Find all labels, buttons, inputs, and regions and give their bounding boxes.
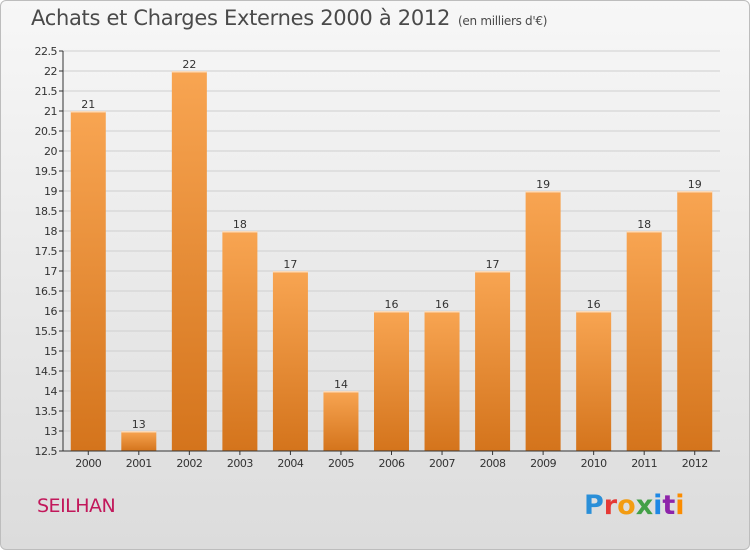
logo-letter: r — [603, 490, 618, 521]
data-label: 19 — [688, 178, 702, 191]
x-tick-label: 2004 — [277, 457, 303, 470]
bar-highlight — [576, 311, 612, 313]
logo-letter: P — [584, 490, 604, 521]
bar — [475, 271, 511, 451]
y-tick-label: 13 — [44, 425, 57, 438]
y-tick-label: 17 — [44, 265, 57, 278]
data-label: 16 — [587, 298, 601, 311]
bar-highlight — [677, 191, 713, 193]
x-tick-label: 2001 — [126, 457, 152, 470]
bar-highlight — [424, 311, 460, 313]
bar-highlight — [374, 311, 409, 313]
bar-highlight — [121, 431, 157, 433]
logo-letter: x — [635, 490, 654, 521]
x-tick-label: 2010 — [581, 457, 607, 470]
bar-highlight — [525, 191, 561, 193]
bar — [374, 311, 409, 451]
bar-highlight — [323, 391, 359, 393]
data-label: 17 — [283, 258, 297, 271]
logo-letter: i — [653, 490, 663, 521]
y-tick-label: 19.5 — [35, 165, 58, 178]
x-tick-label: 2006 — [379, 457, 405, 470]
x-tick-label: 2005 — [328, 457, 354, 470]
y-tick-label: 13.5 — [35, 405, 58, 418]
data-label: 17 — [486, 258, 500, 271]
y-tick-label: 12.5 — [35, 445, 58, 458]
title-text: Achats et Charges Externes 2000 à 2012 — [31, 6, 451, 30]
y-tick-label: 14.5 — [35, 365, 58, 378]
bar-highlight — [171, 71, 207, 73]
bar-highlight — [272, 271, 308, 273]
y-tick-label: 18 — [44, 225, 57, 238]
bar — [222, 231, 258, 451]
bar — [626, 231, 662, 451]
bar — [576, 311, 612, 451]
bar — [323, 391, 359, 451]
bar-highlight — [475, 271, 511, 273]
chart-subtitle: (en milliers d'€) — [458, 14, 548, 28]
axis-layer: 12.5 13 13.5 14 14.5 15 15.5 16 16.5 17 17.5 18 18.5… — [35, 45, 720, 470]
x-tick-label: 2000 — [75, 457, 101, 470]
bar-highlight — [222, 231, 258, 233]
y-tick-label: 16 — [44, 305, 57, 318]
data-label: 14 — [334, 378, 348, 391]
proxiti-logo: Proxiti — [584, 490, 685, 521]
x-tick-label: 2007 — [429, 457, 455, 470]
data-label: 18 — [637, 218, 651, 231]
logo-letter: t — [662, 490, 676, 521]
y-tick-label: 20.5 — [35, 125, 58, 138]
y-tick-label: 18.5 — [35, 205, 58, 218]
bar — [424, 311, 460, 451]
bar — [525, 191, 561, 451]
y-tick-label: 16.5 — [35, 285, 58, 298]
data-label: 16 — [385, 298, 399, 311]
data-label: 19 — [536, 178, 550, 191]
y-tick-label: 15.5 — [35, 325, 58, 338]
y-tick-label: 22.5 — [35, 45, 58, 58]
x-tick-label: 2009 — [530, 457, 556, 470]
data-label: 21 — [81, 98, 95, 111]
y-tick-label: 15 — [44, 345, 57, 358]
y-tick-label: 20 — [44, 145, 57, 158]
x-tick-label: 2002 — [176, 457, 202, 470]
bar-layer — [70, 71, 713, 451]
x-tick-label: 2011 — [631, 457, 657, 470]
y-tick-label: 22 — [44, 65, 57, 78]
data-label: 22 — [182, 58, 196, 71]
x-tick-label: 2008 — [480, 457, 506, 470]
commune-name: SEILHAN — [37, 495, 116, 517]
y-tick-label: 21.5 — [35, 85, 58, 98]
bar — [677, 191, 713, 451]
bar — [70, 111, 106, 451]
x-tick-label: 2003 — [227, 457, 253, 470]
bar-highlight — [70, 111, 106, 113]
x-tick-label: 2012 — [682, 457, 708, 470]
bar — [171, 71, 207, 451]
data-label: 13 — [132, 418, 146, 431]
y-tick-label: 14 — [44, 385, 57, 398]
y-tick-label: 21 — [44, 105, 57, 118]
bar — [272, 271, 308, 451]
logo-letter: i — [675, 490, 685, 521]
data-label: 16 — [435, 298, 449, 311]
logo-letter: o — [617, 490, 636, 521]
bar — [121, 431, 157, 451]
chart-title: Achats et Charges Externes 2000 à 2012 (e… — [31, 6, 547, 30]
y-tick-label: 19 — [44, 185, 57, 198]
bar-highlight — [626, 231, 662, 233]
y-tick-label: 17.5 — [35, 245, 58, 258]
data-label: 18 — [233, 218, 247, 231]
